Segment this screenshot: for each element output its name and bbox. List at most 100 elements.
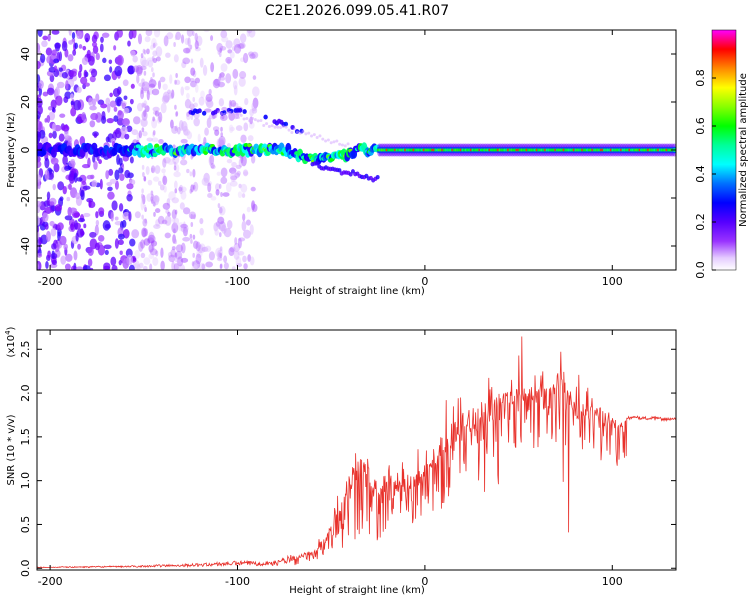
spectrogram-cell — [157, 116, 162, 124]
spectrogram-cell — [143, 70, 147, 76]
spectrogram-cell — [226, 142, 231, 149]
spectrogram-cell — [180, 186, 187, 193]
spectrogram-cell — [67, 54, 74, 62]
spectrogram-cell — [179, 202, 185, 210]
spectrogram-cell — [218, 73, 222, 79]
spectrogram-cell — [162, 83, 168, 91]
spectrogram-cell — [113, 115, 119, 123]
spectrogram-cell — [276, 125, 280, 129]
spectrogram-cell — [295, 130, 299, 134]
spectrogram-cell — [37, 120, 42, 132]
spectrogram-cell — [180, 159, 188, 166]
spectrogram-cell — [190, 213, 194, 219]
spectrogram-cell — [321, 137, 325, 141]
spectrogram-cell — [184, 85, 190, 91]
spectrogram-cell — [116, 154, 120, 166]
spectrogram-cell — [107, 186, 113, 192]
spectrogram-cell — [147, 237, 155, 244]
spectrogram-cell — [162, 91, 170, 103]
spectrogram-cell — [138, 241, 144, 252]
spectrogram-cell — [242, 117, 246, 121]
spectrogram-y-tick-label: -40 — [19, 237, 32, 255]
spectrogram-cell — [197, 108, 202, 114]
spectrogram-cell — [155, 219, 161, 227]
spectrogram-cell — [210, 162, 215, 169]
spectrogram-cell — [162, 175, 168, 186]
spectrogram-cell — [189, 103, 195, 110]
spectrogram-cell — [340, 143, 344, 147]
spectrogram-cell — [126, 194, 133, 202]
snr-frame — [36, 329, 677, 571]
spectrogram-cell — [193, 102, 198, 108]
spectrogram-cell — [197, 133, 201, 143]
spectrogram-cell — [259, 118, 263, 122]
spectrogram-cell — [204, 245, 212, 252]
spectrogram-cell — [95, 52, 100, 61]
spectrogram-cell — [77, 243, 81, 250]
spectrogram-cell — [145, 30, 153, 37]
spectrogram-cell — [55, 95, 63, 106]
spectrogram-cell — [190, 58, 194, 64]
spectrogram-cell — [51, 30, 60, 35]
spectrogram-cell — [235, 125, 243, 132]
spectrogram-cell — [241, 193, 246, 198]
spectrogram-cell — [102, 57, 107, 64]
spectrogram-cell — [37, 200, 42, 208]
snr-x-tick-label: -100 — [225, 575, 250, 588]
spectrogram-cell — [343, 144, 347, 148]
spectrogram-cell — [180, 86, 185, 96]
spectrogram-cell — [186, 131, 193, 140]
spectrogram-cell — [40, 53, 46, 64]
spectrogram-cell — [162, 158, 167, 168]
spectrogram-cell — [97, 234, 105, 242]
spectrogram-cell — [279, 126, 283, 130]
spectrogram-cell — [127, 65, 136, 75]
spectrogram-cell — [161, 219, 168, 225]
spectrogram-cell — [210, 62, 215, 73]
spectrogram-cell — [164, 93, 170, 103]
spectrogram-cell — [218, 232, 222, 238]
spectrogram-cell — [82, 265, 91, 270]
spectrogram-cell — [53, 124, 62, 132]
spectrogram-cell — [189, 233, 193, 239]
spectrogram-cell — [219, 246, 223, 252]
spectrogram-cell — [142, 265, 148, 270]
spectrogram-cell — [252, 75, 257, 80]
spectrogram-cell — [182, 207, 191, 215]
spectrogram-cell — [105, 170, 110, 180]
spectrogram-cell — [140, 86, 144, 95]
spectrogram-cell — [138, 82, 146, 87]
spectrogram-cell — [118, 167, 124, 174]
spectrogram-cell — [118, 203, 124, 212]
spectrogram-cell — [270, 124, 274, 128]
spectrogram-cell — [230, 171, 237, 183]
spectrogram-cell — [198, 243, 206, 254]
spectrogram-cell — [69, 70, 77, 77]
spectrogram-cell — [231, 102, 239, 108]
spectrogram-cell — [190, 80, 197, 88]
spectrogram-cell — [128, 264, 135, 270]
spectrogram-cell — [236, 170, 241, 176]
spectrogram-cell — [245, 219, 251, 226]
spectrogram-cell — [74, 219, 78, 231]
spectrogram-cell — [69, 207, 77, 214]
spectrogram-y-axis-label: Frequency (Hz) — [6, 112, 17, 188]
spectrogram-cell — [121, 102, 127, 110]
spectrogram-cell — [175, 257, 178, 263]
spectrogram-cell — [76, 30, 82, 40]
spectrogram-cell — [213, 222, 219, 232]
spectrogram-cell — [158, 111, 163, 123]
spectrogram-cell — [88, 199, 92, 208]
spectrogram-cell — [151, 245, 155, 251]
spectrogram-cell — [149, 248, 158, 256]
spectrogram-cell — [105, 97, 111, 105]
spectrogram-cell — [147, 144, 153, 149]
spectrogram-x-tick-label: 0 — [421, 275, 428, 288]
spectrogram-cell — [243, 263, 248, 270]
spectrogram-cell — [50, 227, 57, 237]
spectrogram-cell — [62, 155, 68, 166]
spectrogram-cell — [76, 86, 82, 94]
spectrogram-cell — [76, 177, 83, 182]
spectrogram-cell — [122, 258, 129, 269]
